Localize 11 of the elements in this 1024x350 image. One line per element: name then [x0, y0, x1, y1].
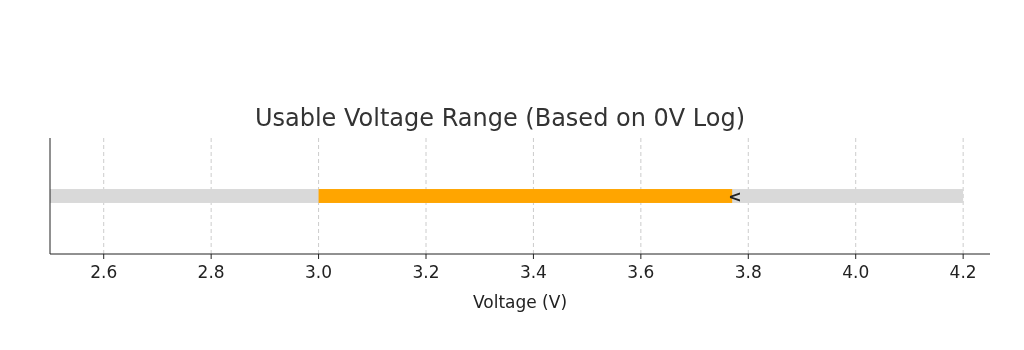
x-tick-label: 3.2	[412, 262, 440, 282]
x-tick-label: 3.6	[627, 262, 655, 282]
x-tick-label: 3.8	[734, 262, 762, 282]
x-tick-label: 2.8	[197, 262, 225, 282]
x-tick-label: 2.6	[90, 262, 118, 282]
chart-title: Usable Voltage Range (Based on 0V Log)	[254, 104, 746, 132]
x-axis-title: Voltage (V)	[472, 292, 568, 312]
x-tick-label: 4.0	[842, 262, 870, 282]
x-tick-label: 3.4	[519, 262, 547, 282]
x-tick-label: 4.2	[949, 262, 977, 282]
x-tick-label: 3.0	[305, 262, 333, 282]
